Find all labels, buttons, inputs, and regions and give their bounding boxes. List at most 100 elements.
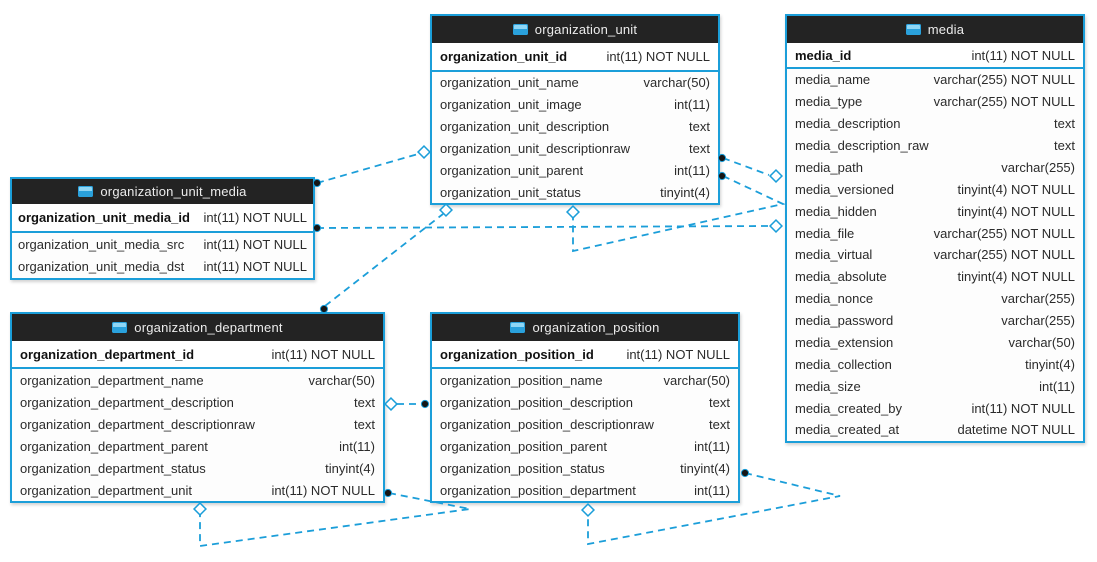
column-name: media_name: [795, 72, 871, 88]
column-row: media_description text: [787, 112, 1083, 135]
relationship-line-unitmedia-to-unit[interactable]: [316, 153, 419, 184]
column-row: organization_unit_parent int(11): [432, 159, 718, 182]
column-type: varchar(50): [663, 372, 730, 388]
table-header[interactable]: organization_unit: [432, 16, 718, 43]
column-name: media_type: [795, 94, 863, 110]
fk-dot-connector: [312, 178, 322, 188]
column-type: varchar(50): [1008, 334, 1075, 350]
column-name: media_collection: [795, 356, 892, 372]
column-type: text: [689, 119, 710, 135]
column-name: organization_unit_parent: [440, 162, 584, 178]
column-type: tinyint(4) NOT NULL: [957, 181, 1075, 197]
column-row: organization_unit_image int(11): [432, 93, 718, 116]
relationship-line-department-to-unit[interactable]: [324, 213, 444, 307]
column-name: media_size: [795, 378, 861, 394]
table-title: organization_department: [134, 320, 283, 335]
column-name: media_created_at: [795, 422, 900, 438]
column-name: organization_position_name: [440, 372, 603, 388]
table-title: media: [927, 22, 965, 37]
table-header[interactable]: organization_unit_media: [12, 179, 313, 204]
column-type: varchar(255) NOT NULL: [933, 247, 1075, 263]
column-type: tinyint(4): [325, 460, 375, 476]
table-organization-department[interactable]: organization_department organization_dep…: [10, 312, 385, 503]
column-type: int(11): [339, 438, 375, 454]
table-header[interactable]: organization_position: [432, 314, 738, 341]
column-row: organization_position_parent int(11): [432, 435, 738, 457]
fk-dot-connector: [312, 223, 322, 233]
ref-diamond-connector: [580, 502, 596, 518]
column-type: text: [1054, 116, 1075, 132]
table-title: organization_unit: [534, 22, 638, 37]
column-row: organization_department_name varchar(50): [12, 369, 383, 391]
column-type: tinyint(4) NOT NULL: [957, 269, 1075, 285]
column-row: media_password varchar(255): [787, 309, 1083, 332]
column-row: organization_department_status tinyint(4): [12, 457, 383, 479]
table-icon: [905, 24, 921, 35]
column-name: media_created_by: [795, 400, 902, 416]
fk-dot-connector: [717, 153, 727, 163]
column-name: organization_unit_name: [440, 75, 579, 91]
column-type: int(11): [674, 162, 710, 178]
column-name: media_description: [795, 116, 901, 132]
column-row: organization_unit_description text: [432, 115, 718, 138]
relationship-line-unit-to-media[interactable]: [722, 157, 770, 176]
table-title: organization_position: [532, 320, 660, 335]
column-name: media_versioned: [795, 181, 895, 197]
column-name: media_extension: [795, 334, 894, 350]
column-row: media_created_at datetime NOT NULL: [787, 419, 1083, 441]
table-organization-unit[interactable]: organization_unit organization_unit_id i…: [430, 14, 720, 205]
table-organization-unit-media[interactable]: organization_unit_media organization_uni…: [10, 177, 315, 280]
column-name: organization_unit_media_id: [18, 210, 190, 225]
column-type: int(11): [694, 438, 730, 454]
column-rows: organization_position_name varchar(50) or…: [432, 369, 738, 501]
table-header[interactable]: media: [787, 16, 1083, 43]
table-organization-position[interactable]: organization_position organization_posit…: [430, 312, 740, 503]
ref-diamond-connector: [768, 218, 784, 234]
column-name: media_virtual: [795, 247, 873, 263]
relationship-line-unit-self[interactable]: [572, 175, 786, 253]
column-row: organization_department_unit int(11) NOT …: [12, 479, 383, 501]
fk-dot-connector: [420, 399, 430, 409]
column-name: media_absolute: [795, 269, 887, 285]
column-type: text: [709, 394, 730, 410]
column-type: varchar(50): [643, 75, 710, 91]
ref-diamond-connector: [416, 144, 432, 160]
column-type: varchar(255) NOT NULL: [933, 225, 1075, 241]
column-row: organization_position_name varchar(50): [432, 369, 738, 391]
column-row: media_name varchar(255) NOT NULL: [787, 69, 1083, 91]
ref-diamond-connector: [565, 204, 581, 220]
column-type: int(11) NOT NULL: [271, 346, 375, 362]
column-row: organization_unit_name varchar(50): [432, 72, 718, 94]
column-name: organization_department_status: [20, 460, 206, 476]
relationship-line-unitmedia-to-media[interactable]: [316, 225, 770, 229]
fk-dot-connector: [717, 171, 727, 181]
ref-diamond-connector: [192, 501, 208, 517]
column-name: organization_department_description: [20, 394, 234, 410]
column-name: media_file: [795, 225, 855, 241]
column-name: organization_department_name: [20, 372, 204, 388]
column-type: varchar(255): [1001, 159, 1075, 175]
primary-key-row: organization_position_id int(11) NOT NUL…: [432, 341, 738, 369]
column-row: media_size int(11): [787, 375, 1083, 398]
table-header[interactable]: organization_department: [12, 314, 383, 341]
relationship-line-position-self[interactable]: [587, 472, 841, 546]
fk-dot-connector: [740, 468, 750, 478]
column-row: media_versioned tinyint(4) NOT NULL: [787, 178, 1083, 201]
column-type: int(11) NOT NULL: [203, 210, 307, 225]
column-rows: organization_unit_media_src int(11) NOT N…: [12, 233, 313, 278]
fk-dot-connector: [319, 304, 329, 314]
table-media[interactable]: media media_id int(11) NOT NULL media_na…: [785, 14, 1085, 443]
column-name: organization_position_description: [440, 394, 633, 410]
column-name: media_hidden: [795, 203, 877, 219]
column-type: int(11) NOT NULL: [203, 236, 307, 252]
column-name: organization_position_parent: [440, 438, 607, 454]
ref-diamond-connector: [768, 168, 784, 184]
ref-diamond-connector: [383, 396, 399, 412]
column-type: text: [689, 140, 710, 156]
column-row: organization_position_description text: [432, 391, 738, 413]
column-type: int(11): [694, 482, 730, 498]
relationship-line-department-self[interactable]: [199, 492, 471, 548]
ref-diamond-connector: [438, 202, 454, 218]
